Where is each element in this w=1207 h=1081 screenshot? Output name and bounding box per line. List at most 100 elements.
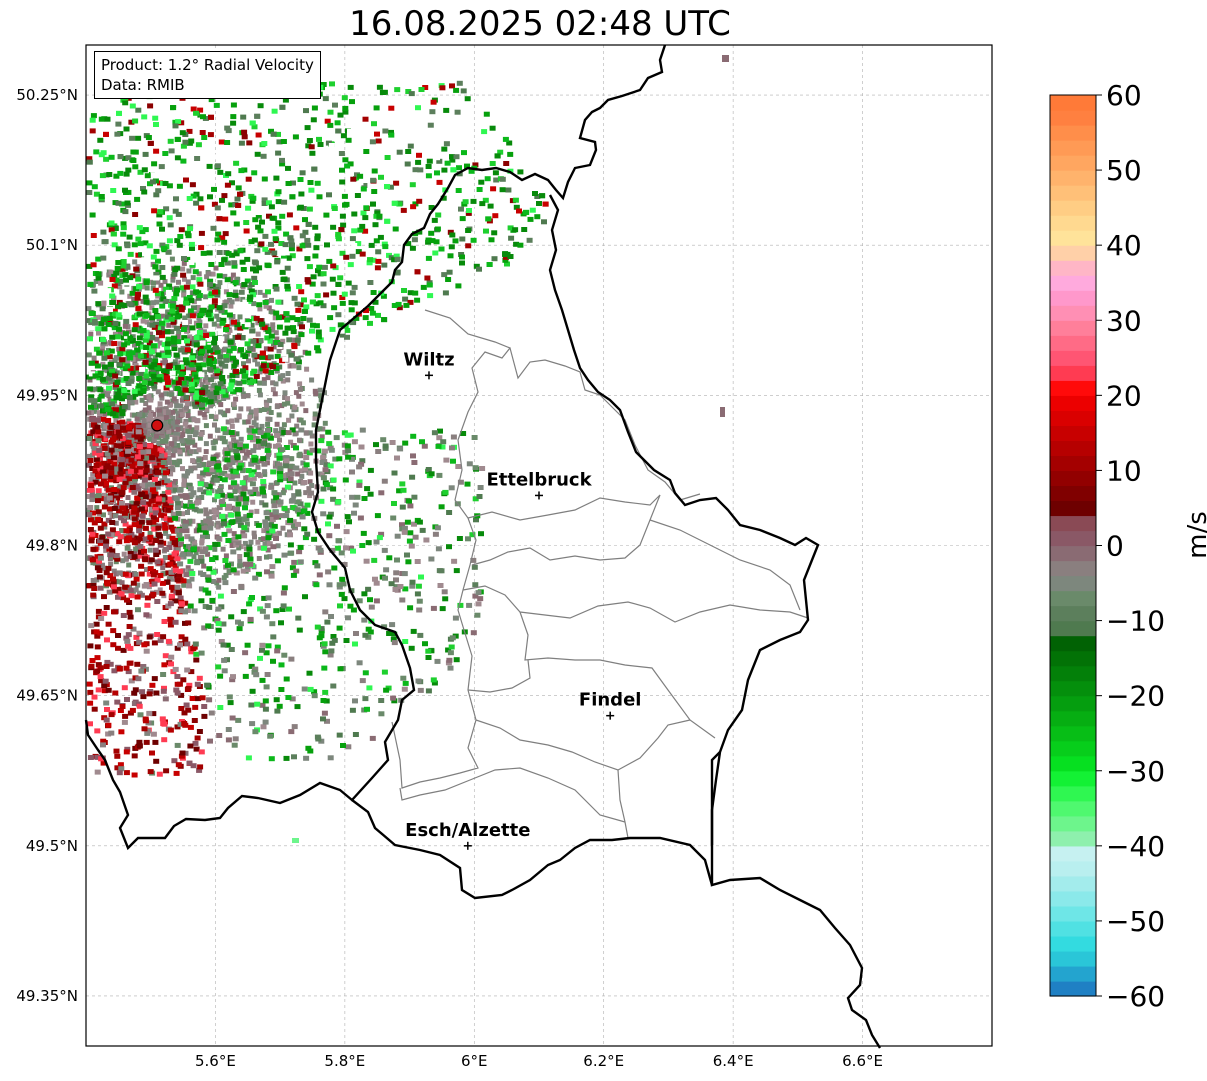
radar-gate [404, 552, 410, 558]
radar-gate [223, 324, 230, 330]
radar-gate [430, 677, 437, 683]
radar-gate [267, 398, 273, 404]
radar-gate [151, 377, 158, 383]
radar-gate [260, 153, 267, 159]
radar-gate [187, 319, 192, 325]
radar-gate [339, 295, 346, 300]
radar-gate [138, 252, 145, 258]
radar-gate [190, 275, 196, 281]
radar-gate [503, 161, 510, 166]
radar-gate [297, 501, 304, 507]
radar-gate [111, 273, 118, 279]
radar-gate [233, 484, 240, 490]
radar-gate [119, 407, 126, 412]
radar-gate [120, 647, 127, 653]
radar-gate [250, 195, 257, 201]
radar-gate [373, 598, 380, 604]
radar-gate [170, 444, 176, 450]
radar-gate [371, 168, 378, 174]
radar-gate [282, 356, 289, 362]
radar-gate [368, 306, 375, 311]
radar-gate [140, 500, 147, 506]
radar-gate [356, 482, 363, 488]
radar-gate [213, 453, 219, 459]
radar-gate [114, 699, 121, 705]
radar-gate [111, 341, 118, 346]
radar-gate [146, 405, 152, 411]
radar-gate [92, 360, 99, 366]
radar-gate [238, 436, 244, 442]
radar-gate [181, 335, 188, 341]
radar-gate [90, 262, 97, 268]
radar-gate [93, 629, 100, 635]
radar-gate [121, 404, 128, 410]
radar-gate [262, 368, 269, 374]
radar-gate [110, 300, 116, 305]
radar-gate [119, 279, 126, 284]
radar-gate [146, 571, 153, 577]
radar-gate [189, 325, 196, 331]
radar-gate [216, 536, 222, 541]
radar-gate [512, 197, 519, 203]
radar-gate [268, 484, 275, 490]
radar-gate [393, 577, 399, 583]
radar-gate [202, 356, 208, 362]
radar-gate [248, 409, 254, 415]
radar-gate [241, 483, 247, 489]
radar-gate [291, 363, 297, 369]
radar-gate [147, 140, 154, 146]
radar-gate [199, 348, 206, 354]
radar-gate [261, 536, 266, 542]
radar-gate [345, 448, 352, 454]
radar-gate [154, 336, 160, 342]
radar-gate [91, 184, 98, 190]
radar-gate [362, 269, 369, 275]
radar-gate [117, 471, 124, 477]
radar-gate [149, 682, 156, 688]
radar-gate [226, 462, 233, 468]
radar-gate [296, 246, 303, 252]
radar-gate [260, 479, 267, 484]
radar-gate [348, 307, 355, 313]
radar-gate [256, 491, 262, 497]
radar-gate [348, 319, 355, 325]
radar-gate [251, 475, 257, 481]
radar-gate [425, 255, 432, 261]
radar-gate [170, 480, 176, 486]
radar-gate [489, 125, 496, 131]
radar-gate [100, 255, 107, 261]
radar-gate [459, 254, 465, 260]
radar-gate [151, 300, 157, 306]
radar-gate [250, 499, 256, 505]
radar-gate [174, 403, 180, 409]
radar-gate [327, 315, 334, 321]
radar-gate [206, 490, 213, 496]
radar-gate [88, 477, 95, 482]
radar-gate [271, 228, 278, 234]
radar-gate [182, 387, 189, 393]
radar-gate [341, 562, 348, 567]
radar-gate [302, 229, 309, 235]
radar-gate [184, 534, 191, 540]
radar-gate [151, 494, 158, 500]
radar-gate [378, 174, 384, 180]
radar-gate [208, 291, 215, 297]
radar-gate [345, 744, 352, 750]
radar-gate [219, 197, 225, 203]
radar-gate [154, 632, 161, 637]
radar-gate [204, 274, 210, 280]
radar-gate [285, 255, 292, 261]
radar-gate [111, 487, 118, 492]
radar-gate [249, 120, 256, 126]
radar-gate [89, 117, 96, 123]
radar-gate [110, 579, 117, 585]
radar-gate [155, 480, 162, 486]
radar-gate [163, 530, 169, 536]
radar-gate [281, 255, 287, 261]
radar-gate [222, 494, 228, 499]
radar-gate [323, 698, 330, 704]
radar-gate [112, 311, 118, 317]
radar-gate [230, 674, 236, 680]
radar-gate [173, 352, 180, 358]
radar-gate [151, 640, 158, 646]
